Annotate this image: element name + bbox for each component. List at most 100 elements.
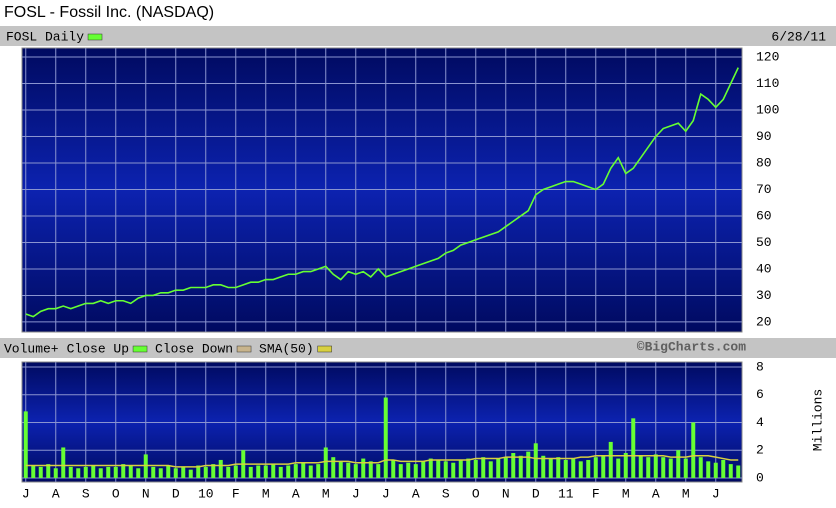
x-tick-label: A	[412, 486, 420, 501]
volume-bar	[488, 461, 493, 478]
volume-bar	[406, 462, 411, 478]
volume-bar	[263, 465, 268, 478]
y-tick-label: 110	[756, 76, 779, 91]
volume-bar	[526, 451, 531, 478]
volume-bar	[608, 441, 613, 478]
volume-bar	[473, 459, 478, 478]
x-tick-label: S	[442, 486, 450, 501]
legend-label: Close Up	[67, 341, 129, 356]
volume-bar	[68, 466, 73, 478]
volume-bar	[218, 459, 223, 478]
volume-bar	[728, 464, 733, 478]
volume-bar	[31, 465, 36, 478]
volume-bar	[676, 450, 681, 478]
volume-bar	[466, 458, 471, 478]
credit: ©BigCharts.com	[637, 339, 746, 354]
volume-bar	[61, 447, 66, 478]
sma-line	[25, 455, 739, 468]
volume-bar	[428, 458, 433, 478]
x-tick-label: F	[232, 486, 240, 501]
y-tick-label: 6	[756, 387, 764, 402]
y-tick-label: 90	[756, 129, 772, 144]
volume-bar	[631, 418, 636, 478]
header-bar	[0, 338, 836, 358]
volume-bar	[203, 466, 208, 478]
volume-bar	[436, 459, 441, 478]
legend-swatch	[87, 33, 103, 41]
volume-bar	[458, 459, 463, 478]
x-tick-label: S	[82, 486, 90, 501]
volume-bar	[248, 466, 253, 478]
volume-bar	[638, 455, 643, 478]
x-tick-label: J	[352, 486, 360, 501]
volume-bar	[661, 457, 666, 478]
volume-bar	[91, 465, 96, 478]
volume-bar	[46, 464, 51, 478]
x-tick-label: M	[622, 486, 630, 501]
volume-bar	[346, 462, 351, 478]
y-tick-label: 50	[756, 235, 772, 250]
y-tick-label: 120	[756, 49, 779, 64]
volume-bar	[331, 457, 336, 478]
legend-title: Volume+	[4, 341, 59, 356]
volume-bar	[653, 454, 658, 478]
legend-label: Close Down	[155, 341, 233, 356]
volume-bar	[691, 422, 696, 478]
volume-bar	[721, 459, 726, 478]
volume-bar	[541, 455, 546, 478]
y-tick-label: 30	[756, 288, 772, 303]
volume-bar	[668, 458, 673, 478]
price-panel	[21, 47, 743, 333]
x-tick-label: A	[652, 486, 660, 501]
volume-bar	[518, 455, 523, 478]
x-tick-label: A	[292, 486, 300, 501]
volume-bar	[571, 458, 576, 478]
x-tick-label: D	[532, 486, 540, 501]
x-tick-label: D	[172, 486, 180, 501]
volume-bar	[53, 468, 58, 478]
y-tick-label: 70	[756, 182, 772, 197]
x-tick-label: J	[712, 486, 720, 501]
volume-bar	[316, 464, 321, 478]
volume-bar	[713, 462, 718, 478]
volume-bar	[361, 458, 366, 478]
y-tick-label: 80	[756, 155, 772, 170]
y-tick-label: 8	[756, 359, 764, 374]
volume-bar	[548, 458, 553, 478]
volume-bar	[211, 464, 216, 478]
volume-bar	[451, 462, 456, 478]
volume-bar	[586, 459, 591, 478]
volume-bar	[623, 453, 628, 478]
x-tick-label: N	[502, 486, 510, 501]
volume-bar	[136, 468, 141, 478]
volume-bar	[496, 458, 501, 478]
volume-bar	[646, 457, 651, 478]
volume-bar	[601, 455, 606, 478]
volume-bar	[683, 458, 688, 478]
volume-bar	[503, 457, 508, 478]
volume-bar	[256, 465, 261, 478]
volume-bar	[533, 443, 538, 478]
volume-bar	[353, 464, 358, 478]
volume-bar	[323, 447, 328, 478]
x-tick-label: 11	[558, 486, 574, 501]
legend-swatch	[132, 345, 148, 353]
volume-bar	[421, 461, 426, 478]
volume-bar	[301, 462, 306, 478]
volume-bar	[23, 411, 28, 478]
x-tick-label: O	[112, 486, 120, 501]
y-tick-label: 4	[756, 415, 764, 430]
y-axis-label: Millions	[810, 389, 825, 451]
volume-bar	[563, 459, 568, 478]
volume-bar	[226, 466, 231, 478]
volume-bar	[338, 461, 343, 478]
header-bar	[0, 26, 836, 46]
volume-bar	[38, 466, 43, 478]
x-tick-label: M	[322, 486, 330, 501]
legend-swatch	[236, 345, 252, 353]
y-tick-label: 100	[756, 102, 779, 117]
volume-bar	[556, 457, 561, 478]
volume-bar	[158, 468, 163, 478]
volume-bar	[128, 465, 133, 478]
legend-swatch	[317, 345, 332, 353]
